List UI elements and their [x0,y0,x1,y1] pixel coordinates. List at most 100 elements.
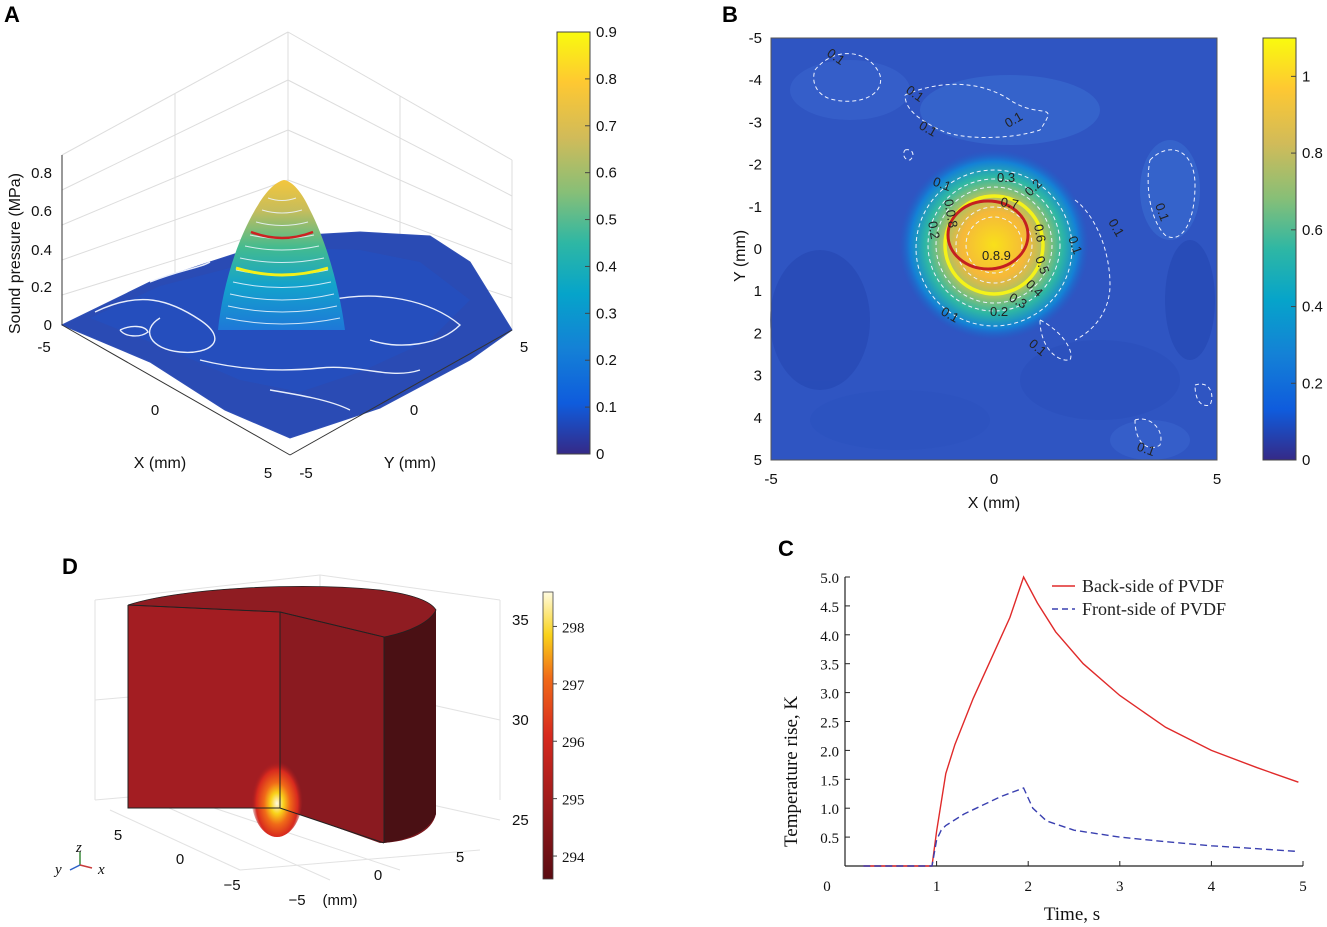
series-line-front-side [863,787,1299,867]
z-tick: 0.4 [31,242,52,259]
triad-z-label: z [75,840,82,856]
triad-x-label: x [97,862,105,878]
c-y-tick-label: 1.5 [820,773,839,789]
panel-letter-b: B [722,2,738,27]
contour-label: 0.5 [1032,254,1052,276]
panel-c-line-chart: 0 1 2 3 4 5 0.5 1.0 1.5 2.0 2.5 3.0 3.5 4.0 4.5 5.0 Tem… [781,571,1307,925]
volume-front-face [128,605,280,808]
y-tick: -4 [749,72,762,89]
colorbar-tick-label: 294 [562,850,585,866]
colorbar-tick-label: 0.4 [596,258,617,275]
panel-letter-d: D [62,554,78,579]
panel-a-surface-plot: 0 0.2 0.4 0.6 0.8 Sound pressure (MPa) -… [7,24,617,482]
y-tick: 3 [754,368,762,385]
colorbar-tick-label: 297 [562,678,585,694]
c-x-tick-label: 3 [1116,879,1124,895]
c-y-tick-label: 3.0 [820,687,839,703]
z-tick: 0.8 [31,165,52,182]
colorbar-tick-label: 0.8 [1302,145,1323,162]
colorbar-tick-label: 0.2 [596,352,617,369]
c-y-tick-label: 2.5 [820,716,839,732]
heatmap-y-ticks: -5 -4 -3 -2 -1 0 1 2 3 4 5 [749,30,762,469]
heatmap-frame [770,37,1218,461]
surface-contours [94,261,462,411]
contour-label: 0.1 [1135,439,1157,459]
contour-label: 0.2 [925,220,943,240]
heatmap-peak [899,150,1089,340]
c-y-tick-label: 1.0 [820,802,839,818]
colorbar-tick-label: 1 [1302,68,1310,85]
c-y-tick-label: 5.0 [820,571,839,587]
contour-label: 0.6 [1031,223,1049,243]
y-tick: -5 [749,30,762,47]
colorbar-tick-label: 0 [1302,452,1310,469]
z-tick: 25 [512,812,529,829]
colorbar-tick-label: 296 [562,735,585,751]
y-tick: 5 [114,827,122,844]
z-tick: 0.2 [31,279,52,296]
y-axis-label: Y (mm) [384,455,436,472]
c-legend: Back-side of PVDF Front-side of PVDF [1052,576,1226,619]
panel-b-heatmap: 0.1 0.1 0.1 0.1 0.1 0.1 0.1 0.1 0.1 0.1 … [732,30,1323,512]
colorbar-tick-label: 0.1 [596,399,617,416]
contour-label: 0.1 [931,174,953,194]
contour-label: 0.2 [990,304,1008,319]
c-x-tick-label: 5 [1299,879,1307,895]
z-tick: 35 [512,612,529,629]
peak-yellow-ring [235,266,329,277]
x-axis-label: X (mm) [968,495,1020,512]
y-tick: 5 [520,339,528,356]
y-tick: 5 [754,452,762,469]
c-y-tick-label: 3.5 [820,658,839,674]
colorbar-tick-label: 0.8 [596,71,617,88]
heatmap-texture [770,60,1215,460]
contour-label: 0.3 [997,170,1015,185]
y-axis [289,329,513,456]
x-axis-label: X (mm) [134,455,186,472]
c-x-tick-label: 1 [933,879,941,895]
z-axis-label: Sound pressure (MPa) [7,173,24,334]
c-x-axis-label: Time, s [1044,904,1100,925]
legend-label-back: Back-side of PVDF [1082,576,1224,596]
panel-letter-c: C [778,536,794,561]
c-x-tick-label: 4 [1208,879,1216,895]
heatmap-yellow-ring [943,194,1045,296]
colorbar-a [556,31,591,455]
y-tick: 0 [754,241,762,258]
c-y-tick-label: 0.5 [820,831,839,847]
x-tick: 5 [264,465,272,482]
colorbar-a-ticks: 0 0.1 0.2 0.3 0.4 0.5 0.6 0.7 0.8 0.9 [585,24,617,463]
panel-letter-a: A [4,2,20,27]
x-tick: 5 [1213,471,1221,488]
y-tick: -2 [749,157,762,174]
volume-top-face [127,586,437,638]
c-y-tick-label: 2.0 [820,744,839,760]
c-y-tick-label: 4.0 [820,629,839,645]
y-tick: 0 [410,402,418,419]
y-tick: 1 [754,283,762,300]
triad-y-label: y [53,862,62,878]
colorbar-tick-label: 0 [596,446,604,463]
heatmap-red-ring [946,199,1030,271]
x-tick: -5 [37,339,50,356]
x-axis [61,324,291,456]
y-tick: -1 [749,199,762,216]
y-tick: 4 [754,410,762,427]
c-series [863,575,1299,867]
contour-label: 0.7 [999,194,1019,212]
heatmap-contours [813,53,1213,449]
colorbar-d [542,591,554,880]
z-tick: 30 [512,712,529,729]
colorbar-tick-label: 295 [562,793,585,809]
c-y-axis-label: Temperature rise, K [781,696,802,847]
contour-label: 0.1 [1065,234,1085,256]
z-tick: 0 [44,317,52,334]
volume-edges [127,604,385,844]
colorbar-tick-label: 0.4 [1302,299,1323,316]
c-x-tick-label: 2 [1024,879,1032,895]
contour-label: 0.8.9 [982,248,1011,263]
x-tick: 0 [374,867,382,884]
axis-triad-icon: z y x [53,840,105,878]
y-tick: -3 [749,114,762,131]
